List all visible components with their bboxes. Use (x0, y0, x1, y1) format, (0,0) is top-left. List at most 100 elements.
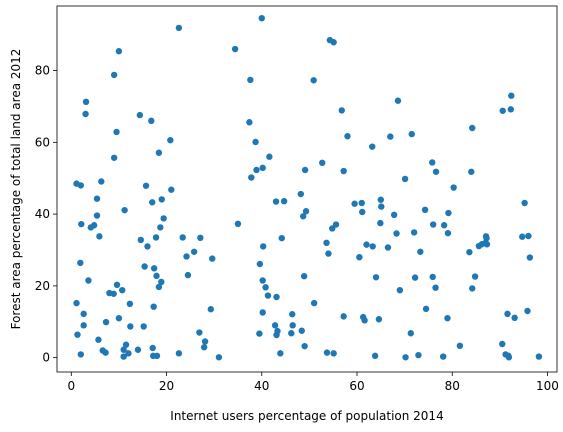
points-layer (73, 15, 543, 361)
data-point (183, 253, 190, 260)
data-point (157, 224, 164, 231)
data-point (288, 330, 295, 337)
data-point (247, 76, 254, 84)
data-point (137, 236, 145, 244)
data-point (390, 211, 398, 219)
data-point (234, 220, 242, 228)
data-point (215, 354, 223, 361)
data-point (209, 255, 216, 262)
data-point (445, 209, 452, 217)
data-point (439, 353, 447, 360)
data-point (155, 149, 163, 156)
data-point (297, 190, 305, 198)
data-point (115, 48, 123, 55)
data-point (499, 107, 506, 114)
data-point (271, 322, 279, 329)
data-point (468, 168, 475, 175)
y-tick-label: 60 (35, 135, 50, 149)
data-point (535, 353, 543, 360)
data-point (504, 310, 511, 318)
data-point (411, 274, 419, 281)
data-point (301, 166, 309, 174)
data-point (310, 299, 318, 307)
data-point (456, 342, 464, 350)
y-axis-label: Forest area percentage of total land are… (9, 49, 23, 330)
data-point (122, 341, 130, 348)
data-point (369, 143, 376, 150)
data-point (136, 111, 144, 119)
data-point (361, 317, 368, 324)
x-axis-label: Internet users percentage of population … (170, 409, 443, 423)
data-point (142, 182, 150, 189)
data-point (408, 130, 415, 138)
data-point (184, 271, 192, 279)
data-point (90, 222, 98, 229)
data-point (340, 167, 347, 175)
data-point (121, 206, 128, 214)
data-point (258, 15, 265, 22)
data-point (179, 234, 186, 241)
data-point (377, 219, 384, 227)
data-point (155, 283, 163, 291)
data-point (524, 307, 531, 315)
data-point (338, 107, 345, 114)
data-point (175, 24, 183, 32)
data-point (323, 349, 331, 356)
data-point (273, 293, 280, 301)
data-point (141, 263, 148, 270)
data-point (429, 159, 436, 166)
data-point (110, 71, 118, 79)
data-point (110, 154, 118, 161)
data-point (231, 45, 239, 53)
data-point (299, 213, 307, 220)
data-point (319, 159, 326, 167)
data-point (363, 241, 370, 248)
data-point (248, 174, 255, 181)
data-point (330, 39, 337, 46)
data-point (407, 330, 415, 337)
data-point (469, 124, 476, 132)
data-point (526, 254, 534, 261)
data-point (483, 234, 490, 242)
data-point (344, 133, 351, 140)
data-point (432, 168, 440, 175)
data-point (158, 196, 165, 203)
data-point (387, 133, 394, 140)
data-point (167, 137, 174, 144)
data-point (115, 314, 123, 322)
data-point (152, 234, 160, 241)
data-point (359, 208, 366, 216)
data-point (93, 212, 101, 219)
data-point (429, 221, 437, 228)
data-point (377, 196, 385, 203)
y-tick-label: 20 (35, 279, 50, 293)
data-point (102, 349, 109, 356)
data-point (82, 110, 89, 118)
data-point (508, 92, 515, 99)
data-point (525, 232, 532, 240)
data-point (158, 278, 165, 286)
data-point (160, 215, 167, 222)
data-point (444, 229, 452, 237)
data-point (505, 354, 513, 361)
data-point (259, 309, 266, 316)
data-point (378, 203, 385, 210)
data-point (153, 272, 160, 280)
data-point (113, 281, 121, 289)
data-point (310, 77, 317, 84)
data-point (429, 273, 436, 281)
data-point (196, 329, 203, 336)
data-point (256, 260, 264, 268)
data-point (469, 285, 476, 292)
data-point (168, 186, 175, 193)
x-tick-label: 60 (349, 379, 364, 393)
ticks-layer: 0 20 40 60 80 100 0 20 40 60 80 (35, 64, 559, 393)
data-point (274, 327, 281, 335)
data-point (80, 322, 87, 329)
data-point (144, 243, 151, 250)
data-point (511, 314, 518, 322)
data-point (149, 344, 156, 352)
data-point (77, 351, 85, 358)
data-point (153, 352, 161, 360)
